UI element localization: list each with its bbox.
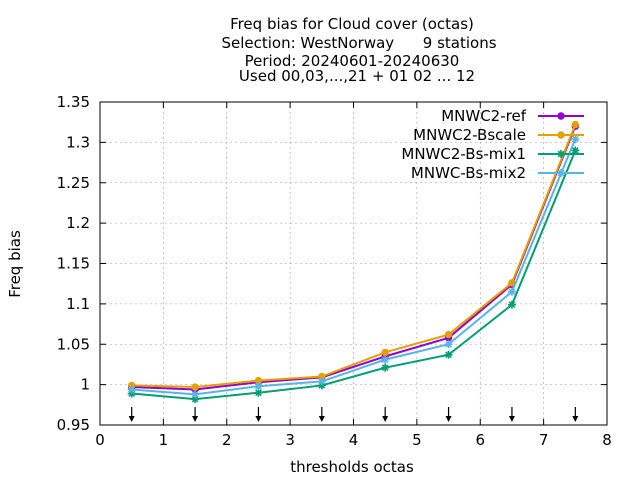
star-part xyxy=(255,382,262,390)
legend-marker xyxy=(557,131,565,139)
x-tick-label: 2 xyxy=(222,431,232,449)
legend-entry: MNWC2-Bs-mix1 xyxy=(401,145,584,163)
data-point xyxy=(127,385,136,394)
legend-marker xyxy=(557,169,565,177)
threshold-arrow xyxy=(572,407,579,422)
arrow-head xyxy=(382,416,389,422)
y-axis-label: Freq bias xyxy=(6,230,24,298)
data-point xyxy=(254,382,263,391)
y-tick-label: 1 xyxy=(80,376,90,394)
x-axis-label: thresholds octas xyxy=(290,458,414,476)
star-part xyxy=(381,364,389,372)
star-part xyxy=(557,150,565,158)
series-mnwc2-bscale xyxy=(127,120,580,391)
x-tick-label: 4 xyxy=(349,431,359,449)
arrow-head xyxy=(445,416,452,422)
threshold-arrow xyxy=(192,407,199,422)
data-point xyxy=(571,146,580,155)
legend-label: MNWC2-ref xyxy=(441,107,526,125)
arrow-head xyxy=(128,416,135,422)
y-tick-label: 1.35 xyxy=(57,93,90,111)
x-tick-label: 5 xyxy=(412,431,422,449)
legend: MNWC2-refMNWC2-BscaleMNWC2-Bs-mix1MNWC-B… xyxy=(401,107,584,182)
data-point xyxy=(191,390,200,399)
data-point xyxy=(571,120,580,129)
data-point xyxy=(191,383,199,391)
chart-title: Freq bias for Cloud cover (octas) Select… xyxy=(221,15,496,85)
series-line xyxy=(131,125,577,391)
threshold-arrow xyxy=(508,407,515,422)
data-point xyxy=(381,348,389,357)
title-line-1: Freq bias for Cloud cover (octas) xyxy=(230,15,474,33)
star-part xyxy=(508,288,516,296)
star-part xyxy=(445,340,452,348)
legend-entry: MNWC-Bs-mix2 xyxy=(411,164,584,182)
data-point xyxy=(507,287,516,296)
star-part xyxy=(571,135,579,143)
x-tick-label: 6 xyxy=(475,431,485,449)
y-tick-label: 1.1 xyxy=(66,295,90,313)
title-line-3: Period: 20240601-20240630 xyxy=(245,52,460,70)
series-line xyxy=(131,124,577,389)
threshold-arrow xyxy=(445,407,452,422)
threshold-arrow xyxy=(318,407,325,422)
data-point xyxy=(571,135,580,144)
series-group xyxy=(127,120,580,404)
legend-marker xyxy=(557,112,565,120)
series-mnwc-bs-mix2 xyxy=(127,135,580,399)
threshold-arrow xyxy=(382,407,389,422)
data-point xyxy=(507,300,516,309)
data-point xyxy=(444,350,453,359)
legend-marker xyxy=(557,150,565,158)
series-line xyxy=(131,138,577,396)
data-point xyxy=(444,340,453,349)
threshold-arrow xyxy=(255,407,262,422)
arrow-head xyxy=(192,416,199,422)
y-tick-label: 0.95 xyxy=(57,416,90,434)
x-tick-label: 8 xyxy=(602,431,612,449)
threshold-arrows xyxy=(128,407,579,422)
x-tick-label: 7 xyxy=(539,431,549,449)
data-point xyxy=(317,377,326,386)
y-tick-label: 1.3 xyxy=(66,133,90,151)
legend-entry: MNWC2-ref xyxy=(441,107,584,125)
data-point xyxy=(381,355,390,364)
legend-label: MNWC-Bs-mix2 xyxy=(411,164,526,182)
star-part xyxy=(128,386,136,393)
series-line xyxy=(131,150,577,401)
title-line-4: Used 00,03,...,21 + 01 02 ... 12 xyxy=(239,67,475,85)
y-tick-label: 1.05 xyxy=(57,335,90,353)
star-part xyxy=(318,378,326,385)
x-tick-label: 0 xyxy=(95,431,105,449)
legend-label: MNWC2-Bs-mix1 xyxy=(401,145,526,163)
star-part xyxy=(381,356,389,363)
data-point xyxy=(444,330,453,339)
star-part xyxy=(445,351,452,359)
star-part xyxy=(508,301,516,309)
star-part xyxy=(191,390,199,398)
x-tick-label: 1 xyxy=(159,431,169,449)
arrow-head xyxy=(255,416,262,422)
y-tick-label: 1.25 xyxy=(57,174,90,192)
axes: 0 1 2 3 4 5 6 7 8 0.95 1 1.05 1.1 1.15 1.2 1.25 1.3 1.35 xyxy=(57,93,612,449)
star-part xyxy=(255,389,262,397)
data-point xyxy=(381,363,390,372)
title-line-2: Selection: WestNorway 9 stations xyxy=(221,34,496,52)
legend-entry: MNWC2-Bscale xyxy=(413,126,584,144)
arrow-head xyxy=(508,416,515,422)
threshold-arrow xyxy=(128,407,135,422)
legend-label: MNWC2-Bscale xyxy=(413,126,526,144)
y-tick-label: 1.15 xyxy=(57,255,90,273)
y-tick-label: 1.2 xyxy=(66,214,90,232)
arrow-head xyxy=(318,416,325,422)
x-tick-label: 3 xyxy=(285,431,295,449)
arrow-head xyxy=(572,416,579,422)
star-part xyxy=(557,169,565,177)
star-part xyxy=(571,147,579,154)
